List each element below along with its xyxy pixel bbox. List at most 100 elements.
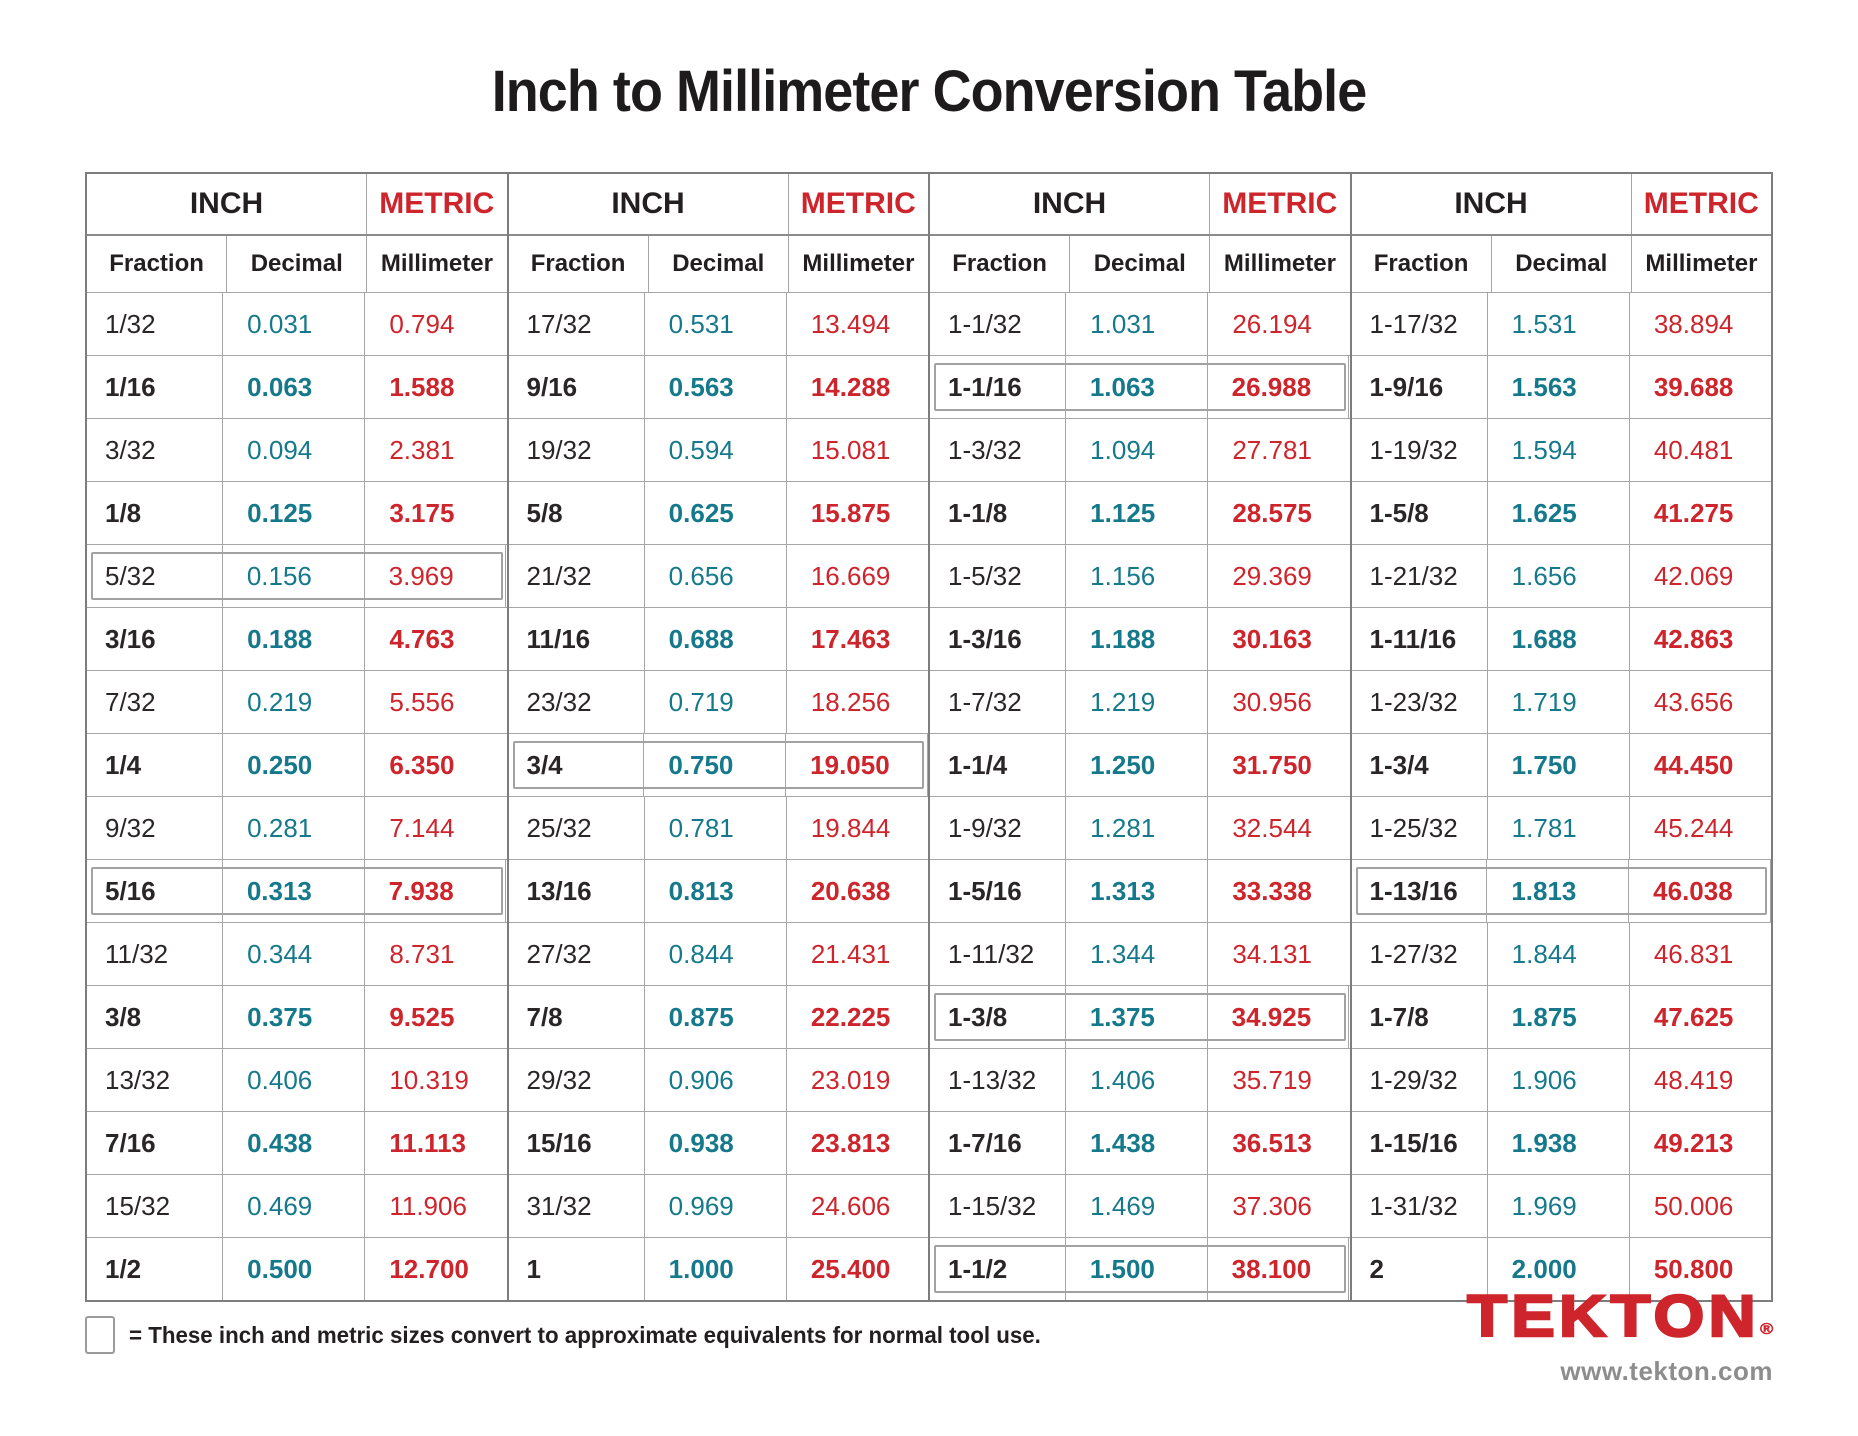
table-row: 7/8 0.875 22.225 — [508, 986, 928, 1049]
table-row: 11/32 0.344 8.731 — [87, 923, 507, 986]
table-row: 1-3/4 1.750 44.450 — [1351, 734, 1771, 797]
table-row: 1-5/8 1.625 41.275 — [1351, 482, 1771, 545]
millimeter-cell: 30.163 — [1232, 623, 1312, 654]
table-row: 5/16 0.313 7.938 — [87, 860, 507, 923]
millimeter-cell: 45.244 — [1653, 812, 1734, 843]
fraction-cell: 1-31/32 — [1352, 1175, 1488, 1237]
millimeter-cell: 13.494 — [810, 308, 891, 339]
fraction-cell: 1-1/8 — [930, 482, 1067, 544]
decimal-cell: 0.250 — [223, 734, 366, 796]
decimal-cell: 0.438 — [223, 1112, 366, 1174]
column-header-row: Fraction Decimal Millimeter — [930, 236, 1350, 293]
decimal-cell: 0.625 — [645, 482, 787, 544]
fraction-cell: 5/16 — [87, 860, 223, 922]
decimal-cell: 0.719 — [645, 671, 787, 733]
fraction-cell: 1-11/32 — [930, 923, 1067, 985]
millimeter-cell: 27.781 — [1232, 434, 1312, 465]
millimeter-cell: 23.019 — [810, 1064, 891, 1095]
registered-mark: ® — [1759, 1321, 1774, 1338]
decimal-cell: 1.688 — [1488, 608, 1630, 670]
fraction-cell: 1-15/16 — [1352, 1112, 1488, 1174]
millimeter-cell: 19.844 — [810, 812, 891, 843]
decimal-cell: 0.125 — [223, 482, 366, 544]
fraction-cell: 1-29/32 — [1352, 1049, 1488, 1111]
millimeter-cell: 33.338 — [1232, 875, 1312, 906]
decimal-cell: 1.344 — [1066, 923, 1209, 985]
table-row: 1-3/8 1.375 34.925 — [930, 986, 1350, 1049]
decimal-cell: 0.875 — [645, 986, 787, 1048]
legend-text: = These inch and metric sizes convert to… — [129, 1321, 1041, 1348]
millimeter-cell: 38.100 — [1208, 1238, 1350, 1300]
table-row: 1-25/32 1.781 45.244 — [1351, 797, 1771, 860]
decimal-cell: 0.156 — [223, 545, 365, 607]
table-row: 1-17/32 1.531 38.894 — [1351, 293, 1771, 356]
inch-header: INCH — [1352, 174, 1632, 234]
fraction-column-header: Fraction — [930, 236, 1071, 292]
decimal-cell: 1.719 — [1488, 671, 1630, 733]
fraction-cell: 25/32 — [509, 797, 645, 859]
metric-header: METRIC — [1643, 187, 1759, 220]
millimeter-cell: 32.544 — [1232, 812, 1312, 843]
table-row: 27/32 0.844 21.431 — [508, 923, 928, 986]
millimeter-cell: 12.700 — [389, 1253, 469, 1284]
table-row: 3/4 0.750 19.050 — [508, 734, 928, 797]
table-row: 1-15/16 1.938 49.213 — [1351, 1112, 1771, 1175]
decimal-cell: 1.438 — [1066, 1112, 1209, 1174]
table-row: 3/8 0.375 9.525 — [87, 986, 507, 1049]
decimal-cell: 0.969 — [645, 1175, 787, 1237]
fraction-cell: 23/32 — [509, 671, 645, 733]
fraction-cell: 1-1/16 — [930, 356, 1066, 418]
decimal-column-header: Decimal — [1492, 236, 1632, 292]
fraction-cell: 7/32 — [87, 671, 224, 733]
inch-header: INCH — [930, 174, 1210, 234]
website-url: www.tekton.com — [1560, 1356, 1773, 1386]
decimal-cell: 1.563 — [1488, 356, 1630, 418]
decimal-cell: 1.250 — [1066, 734, 1209, 796]
fraction-cell: 9/16 — [509, 356, 645, 418]
fraction-cell: 1-3/4 — [1352, 734, 1488, 796]
column-header-row: Fraction Decimal Millimeter — [87, 236, 507, 293]
decimal-cell: 0.375 — [223, 986, 366, 1048]
decimal-cell: 0.094 — [223, 419, 366, 481]
table-row: 5/8 0.625 15.875 — [508, 482, 928, 545]
decimal-cell: 0.813 — [645, 860, 787, 922]
decimal-cell: 1.063 — [1066, 356, 1208, 418]
fraction-cell: 3/32 — [87, 419, 224, 481]
table-row: 17/32 0.531 13.494 — [508, 293, 928, 356]
fraction-cell: 1-23/32 — [1352, 671, 1488, 733]
millimeter-column-header: Millimeter — [802, 250, 915, 277]
millimeter-cell: 9.525 — [389, 1001, 455, 1032]
millimeter-cell: 3.969 — [365, 545, 507, 607]
millimeter-cell: 11.906 — [389, 1190, 467, 1221]
table-row: 1 1.000 25.400 — [509, 1238, 929, 1300]
decimal-cell: 0.406 — [223, 1049, 366, 1111]
fraction-column-header: Fraction — [509, 236, 649, 292]
millimeter-cell: 35.719 — [1232, 1064, 1312, 1095]
fraction-cell: 1-3/8 — [930, 986, 1066, 1048]
fraction-cell: 1/16 — [87, 356, 224, 418]
decimal-cell: 0.344 — [223, 923, 366, 985]
table-row: 15/16 0.938 23.813 — [508, 1112, 928, 1175]
table-row: 2 2.000 50.800 — [1352, 1238, 1772, 1300]
decimal-cell: 0.688 — [645, 608, 787, 670]
table-row: 5/32 0.156 3.969 — [87, 545, 507, 608]
millimeter-cell: 19.050 — [786, 734, 928, 796]
millimeter-cell: 20.638 — [810, 875, 891, 906]
decimal-cell: 1.781 — [1488, 797, 1630, 859]
fraction-cell: 2 — [1352, 1238, 1488, 1300]
decimal-cell: 1.625 — [1488, 482, 1630, 544]
conversion-table: INCH METRIC Fraction Decimal Millimeter 1/32 0… — [85, 172, 1773, 1302]
table-row: 1-29/32 1.906 48.419 — [1351, 1049, 1771, 1112]
millimeter-cell: 6.350 — [389, 749, 455, 780]
millimeter-column-header: Millimeter — [1645, 250, 1758, 277]
decimal-cell: 0.188 — [223, 608, 366, 670]
millimeter-cell: 46.038 — [1629, 860, 1771, 922]
table-row: 1-7/16 1.438 36.513 — [930, 1112, 1350, 1175]
approx-legend: = These inch and metric sizes convert to… — [85, 1316, 1069, 1354]
fraction-cell: 29/32 — [509, 1049, 645, 1111]
decimal-cell: 1.094 — [1066, 419, 1209, 481]
fraction-cell: 1/32 — [87, 293, 224, 355]
fraction-cell: 5/32 — [87, 545, 223, 607]
millimeter-cell: 17.463 — [810, 623, 891, 654]
fraction-cell: 3/16 — [87, 608, 224, 670]
